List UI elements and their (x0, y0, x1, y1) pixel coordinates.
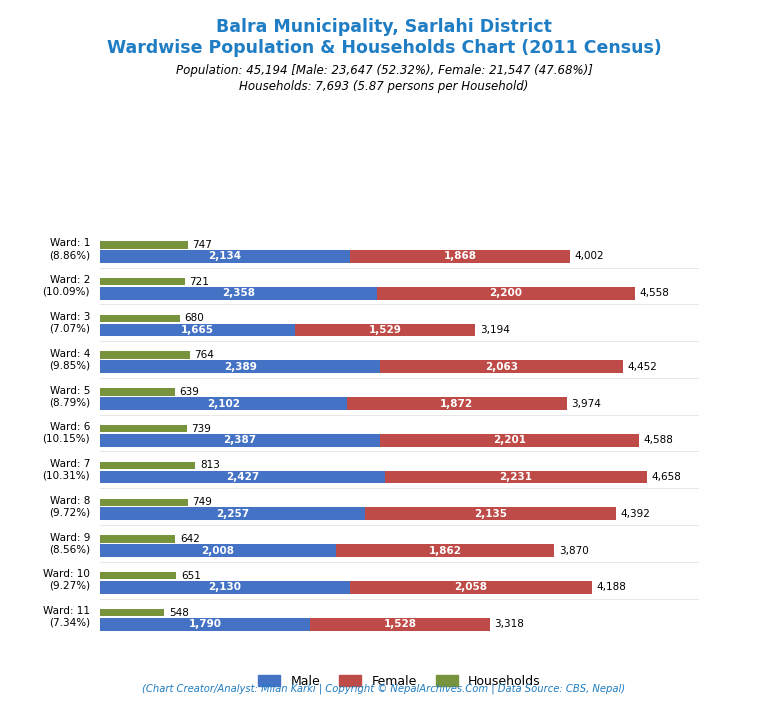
Text: 2,130: 2,130 (208, 582, 241, 592)
Bar (100, 544, 336, 557)
Bar (100, 434, 380, 447)
Text: 1,529: 1,529 (369, 325, 402, 335)
Text: 2,231: 2,231 (499, 472, 532, 482)
Bar (380, 360, 623, 373)
Bar (100, 572, 177, 579)
Bar (350, 581, 592, 594)
Text: 2,008: 2,008 (201, 545, 234, 555)
Text: 2,135: 2,135 (474, 509, 507, 519)
Text: 749: 749 (193, 497, 213, 507)
Bar (336, 544, 554, 557)
Text: 2,201: 2,201 (493, 435, 526, 445)
Text: 3,974: 3,974 (571, 398, 601, 408)
Text: 1,872: 1,872 (440, 398, 473, 408)
Bar (100, 324, 296, 337)
Text: 2,063: 2,063 (485, 361, 518, 372)
Bar (346, 397, 567, 410)
Text: 747: 747 (192, 240, 212, 250)
Text: 739: 739 (191, 424, 211, 434)
Text: 639: 639 (180, 387, 200, 397)
Text: 2,257: 2,257 (216, 509, 249, 519)
Text: 2,427: 2,427 (226, 472, 259, 482)
Text: 548: 548 (169, 608, 189, 618)
Bar (100, 241, 187, 248)
Text: 2,389: 2,389 (223, 361, 257, 372)
Text: 1,868: 1,868 (444, 251, 477, 261)
Bar (100, 250, 350, 263)
Bar (100, 278, 184, 285)
Text: 2,387: 2,387 (223, 435, 257, 445)
Legend: Male, Female, Households: Male, Female, Households (253, 670, 546, 693)
Bar (310, 618, 489, 630)
Text: 3,194: 3,194 (480, 325, 510, 335)
Text: 651: 651 (181, 571, 201, 581)
Bar (100, 425, 187, 432)
Bar (100, 388, 175, 395)
Text: 1,528: 1,528 (383, 619, 416, 629)
Text: Households: 7,693 (5.87 persons per Household): Households: 7,693 (5.87 persons per Hous… (240, 80, 528, 92)
Text: 2,358: 2,358 (222, 288, 255, 298)
Text: 2,200: 2,200 (489, 288, 522, 298)
Bar (385, 471, 647, 484)
Bar (100, 471, 385, 484)
Text: Balra Municipality, Sarlahi District: Balra Municipality, Sarlahi District (216, 18, 552, 36)
Bar (100, 351, 190, 359)
Bar (100, 315, 180, 322)
Text: 1,665: 1,665 (181, 325, 214, 335)
Bar (100, 618, 310, 630)
Text: 1,790: 1,790 (188, 619, 221, 629)
Text: 1,862: 1,862 (429, 545, 462, 555)
Bar (377, 287, 635, 300)
Bar (100, 498, 188, 506)
Text: (Chart Creator/Analyst: Milan Karki | Copyright © NepalArchives.Com | Data Sourc: (Chart Creator/Analyst: Milan Karki | Co… (142, 684, 626, 694)
Text: 4,588: 4,588 (644, 435, 674, 445)
Text: 2,102: 2,102 (207, 398, 240, 408)
Text: 4,002: 4,002 (574, 251, 604, 261)
Text: 813: 813 (200, 461, 220, 471)
Bar (100, 581, 350, 594)
Text: 4,392: 4,392 (621, 509, 650, 519)
Bar (100, 287, 377, 300)
Bar (100, 462, 195, 469)
Text: Population: 45,194 [Male: 23,647 (52.32%), Female: 21,547 (47.68%)]: Population: 45,194 [Male: 23,647 (52.32%… (176, 64, 592, 77)
Text: Wardwise Population & Households Chart (2011 Census): Wardwise Population & Households Chart (… (107, 39, 661, 57)
Bar (100, 508, 365, 520)
Bar (100, 397, 346, 410)
Bar (100, 609, 164, 616)
Text: 642: 642 (180, 534, 200, 544)
Text: 721: 721 (189, 277, 209, 287)
Text: 4,658: 4,658 (652, 472, 681, 482)
Bar (296, 324, 475, 337)
Text: 3,318: 3,318 (495, 619, 524, 629)
Text: 3,870: 3,870 (559, 545, 589, 555)
Text: 764: 764 (194, 350, 214, 360)
Text: 680: 680 (184, 313, 204, 323)
Bar (380, 434, 639, 447)
Text: 2,058: 2,058 (455, 582, 488, 592)
Bar (365, 508, 616, 520)
Text: 2,134: 2,134 (209, 251, 242, 261)
Bar (100, 535, 175, 542)
Bar (350, 250, 570, 263)
Text: 4,188: 4,188 (597, 582, 627, 592)
Text: 4,558: 4,558 (640, 288, 670, 298)
Bar (100, 360, 380, 373)
Text: 4,452: 4,452 (627, 361, 657, 372)
